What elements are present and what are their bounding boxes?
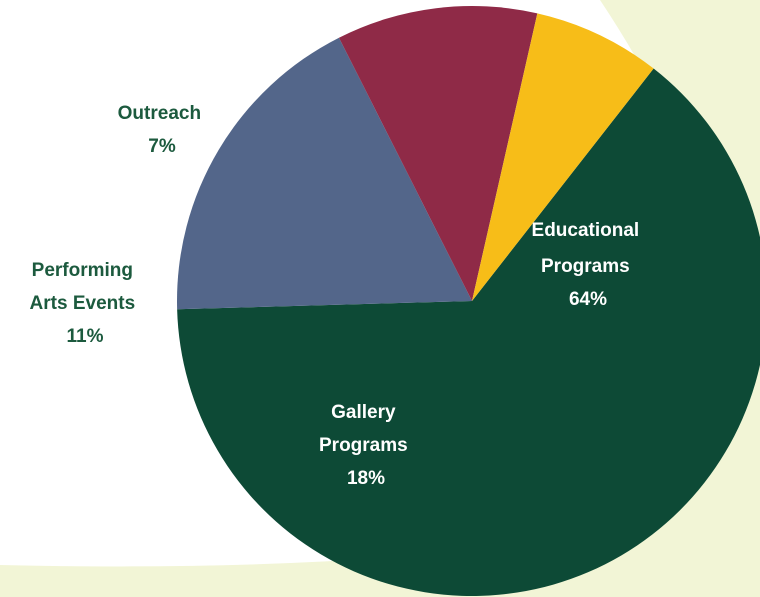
label-line: Performing bbox=[32, 260, 133, 281]
slice-gallery-programs bbox=[177, 37, 472, 310]
label-value: 18% bbox=[347, 468, 385, 489]
label-line: Educational bbox=[532, 220, 640, 241]
label-line: Arts Events bbox=[30, 293, 136, 314]
slice-performing-arts-events bbox=[338, 5, 538, 302]
label-line: Outreach bbox=[118, 103, 201, 124]
slice-educational-programs bbox=[177, 68, 760, 596]
label-outreach: Outreach 7% bbox=[118, 103, 207, 157]
label-value: 11% bbox=[67, 326, 104, 347]
label-performing-arts-events: Performing Arts Events 11% bbox=[30, 260, 141, 347]
label-line: Programs bbox=[319, 435, 408, 456]
slice-outreach bbox=[472, 13, 654, 302]
label-gallery-programs: Gallery Programs 18% bbox=[319, 402, 413, 489]
label-value: 7% bbox=[148, 136, 176, 157]
label-educational-programs: Educational Programs 64% bbox=[532, 220, 645, 310]
label-line: Programs bbox=[541, 256, 630, 277]
label-value: 64% bbox=[569, 289, 607, 310]
label-line: Gallery bbox=[331, 402, 396, 423]
